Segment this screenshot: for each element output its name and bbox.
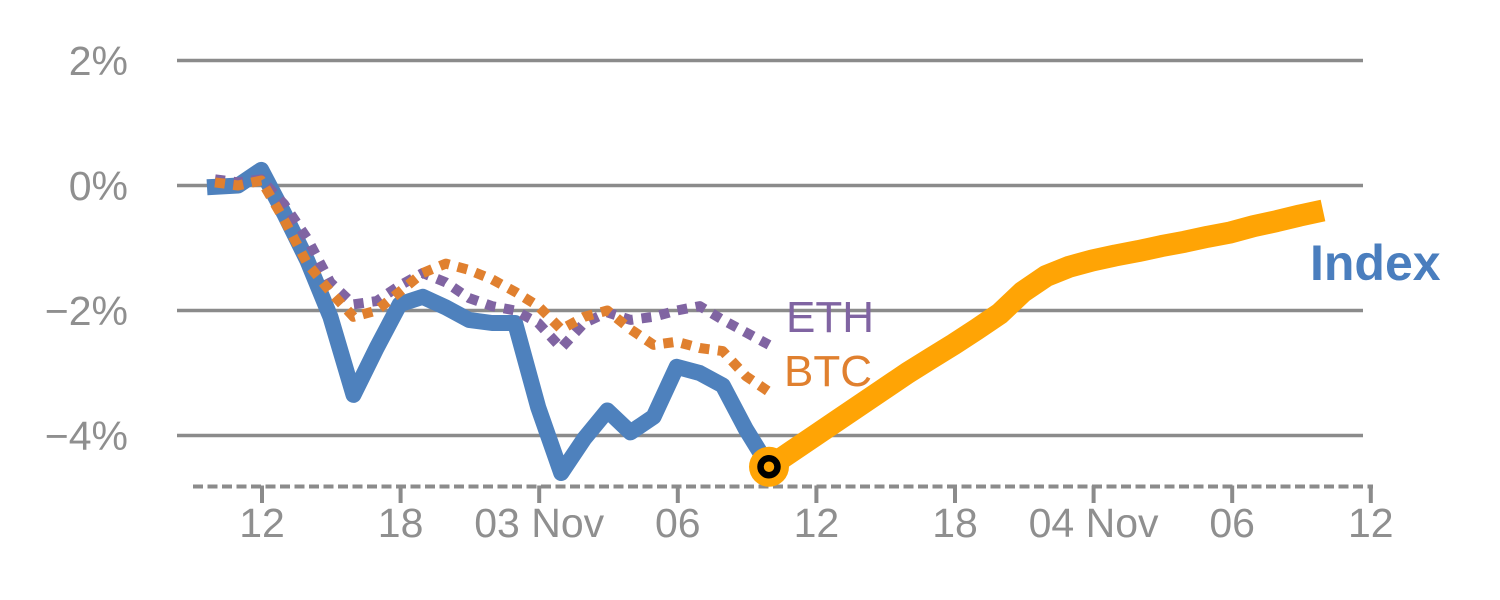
y-axis-label-neg4pct: −4% (44, 412, 128, 459)
y-axis-label-0pct: 0% (68, 162, 128, 209)
eth-series-label: ETH (786, 293, 874, 342)
x-axis-label: 04 Nov (1028, 500, 1159, 546)
x-axis-label: 12 (239, 500, 285, 546)
x-axis-label: 12 (793, 500, 840, 546)
y-axis-label-2pct: 2% (68, 37, 128, 84)
x-axis-label: 12 (1347, 500, 1394, 546)
btc-series-label: BTC (784, 347, 872, 396)
index-series-label: Index (1310, 235, 1441, 291)
endpoint-marker-ring (757, 455, 781, 479)
series-btc-history-line (214, 175, 772, 396)
x-axis-label: 18 (932, 500, 978, 546)
x-axis-label: 03 Nov (474, 500, 605, 546)
y-axis-label-neg2pct: −2% (44, 287, 128, 334)
series-index-history-line (206, 161, 781, 481)
x-axis-label: 06 (1209, 500, 1255, 546)
x-axis-label: 06 (654, 500, 701, 546)
x-axis-label: 18 (377, 500, 424, 546)
series-index-projection-line (762, 199, 1326, 476)
series-eth-history-line (214, 174, 772, 353)
